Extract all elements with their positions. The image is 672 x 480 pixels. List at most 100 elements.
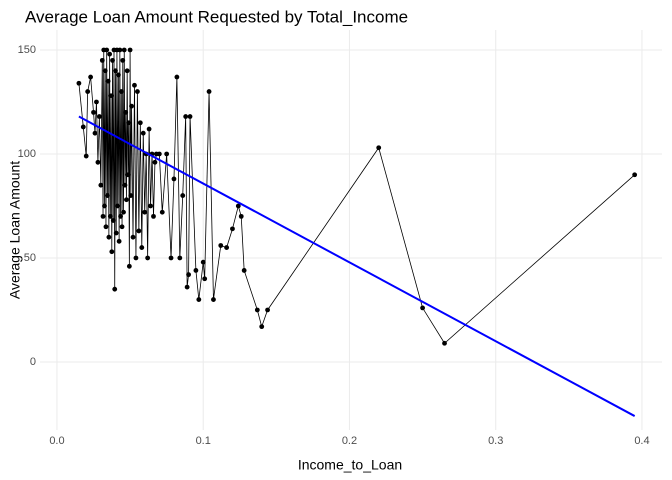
data-point: [174, 74, 180, 80]
data-point: [183, 114, 189, 119]
data-point: [206, 89, 212, 94]
data-point: [140, 130, 146, 136]
data-point: [104, 47, 110, 53]
data-point: [110, 218, 116, 223]
data-point: [116, 238, 122, 244]
data-point: [420, 305, 425, 311]
data-point: [121, 209, 126, 215]
data-point: [376, 145, 382, 151]
x-tick-label: 0.4: [634, 435, 649, 447]
data-point: [100, 213, 106, 219]
data-point: [200, 259, 206, 265]
data-point: [83, 153, 89, 159]
data-point: [146, 126, 152, 132]
y-tick-label: 150: [18, 44, 36, 56]
data-point: [145, 255, 151, 261]
y-tick-label: 100: [18, 148, 36, 160]
data-point: [103, 224, 109, 230]
data-point: [91, 109, 96, 115]
data-point: [218, 243, 224, 248]
data-point: [118, 213, 123, 219]
data-point: [80, 124, 86, 130]
data-point: [254, 307, 260, 313]
data-point: [130, 234, 136, 240]
data-point: [124, 68, 130, 74]
data-point: [119, 224, 125, 230]
data-point: [135, 89, 140, 94]
data-point: [123, 109, 129, 115]
data-point: [136, 228, 142, 234]
x-tick-label: 0.2: [342, 435, 357, 447]
x-tick-label: 0.3: [488, 435, 503, 447]
data-point: [238, 213, 244, 219]
data-point: [106, 234, 112, 240]
data-point: [95, 159, 101, 165]
chart-title: Average Loan Amount Requested by Total_I…: [25, 7, 408, 26]
data-point: [159, 209, 165, 215]
data-point: [102, 203, 107, 209]
data-point: [265, 307, 270, 313]
data-point: [211, 297, 216, 302]
data-point: [193, 268, 199, 273]
data-point: [122, 182, 128, 188]
data-point: [107, 213, 113, 219]
data-point: [102, 68, 108, 74]
data-point: [115, 72, 121, 78]
data-point: [105, 193, 110, 198]
data-point: [142, 209, 148, 215]
data-point: [442, 340, 447, 346]
data-point: [126, 263, 132, 269]
data-point: [196, 297, 202, 302]
data-point: [107, 51, 113, 57]
data-point: [164, 151, 170, 157]
y-tick-label: 0: [30, 356, 36, 368]
data-point: [126, 120, 132, 126]
data-point: [124, 197, 129, 203]
data-point: [110, 57, 115, 63]
data-point: [137, 120, 143, 126]
data-point: [156, 151, 162, 157]
data-point: [202, 276, 208, 282]
data-point: [88, 74, 94, 80]
data-point: [128, 193, 134, 198]
data-point: [94, 99, 99, 105]
data-point: [139, 245, 145, 250]
data-point: [113, 230, 119, 236]
data-point: [151, 213, 156, 219]
data-point: [76, 80, 82, 86]
data-point: [105, 78, 111, 84]
x-tick-label: 0.0: [49, 435, 64, 447]
data-point: [127, 47, 133, 53]
data-point: [187, 114, 193, 119]
data-point: [177, 255, 183, 261]
data-point: [92, 130, 98, 136]
data-point: [148, 203, 153, 209]
data-point: [121, 47, 127, 53]
data-point: [186, 272, 191, 278]
data-point: [184, 284, 190, 290]
data-point: [120, 57, 126, 63]
data-point: [125, 172, 131, 178]
data-point: [129, 103, 134, 109]
data-point: [235, 203, 241, 209]
data-point: [118, 89, 124, 94]
x-tick-label: 0.1: [196, 435, 211, 447]
trend-line: [78, 115, 636, 417]
data-point: [133, 255, 139, 261]
data-point: [168, 255, 174, 261]
data-point: [85, 89, 91, 94]
data-point: [152, 159, 158, 165]
data-line: [78, 49, 635, 344]
data-point: [117, 47, 123, 53]
data-point: [259, 324, 265, 330]
data-point: [113, 68, 118, 74]
data-point: [132, 82, 137, 88]
data-point: [108, 93, 114, 99]
data-point: [99, 57, 105, 63]
data-point: [98, 182, 104, 188]
data-point: [171, 176, 177, 182]
data-point: [109, 249, 115, 255]
y-tick-label: 50: [24, 252, 36, 264]
data-point: [96, 114, 102, 119]
